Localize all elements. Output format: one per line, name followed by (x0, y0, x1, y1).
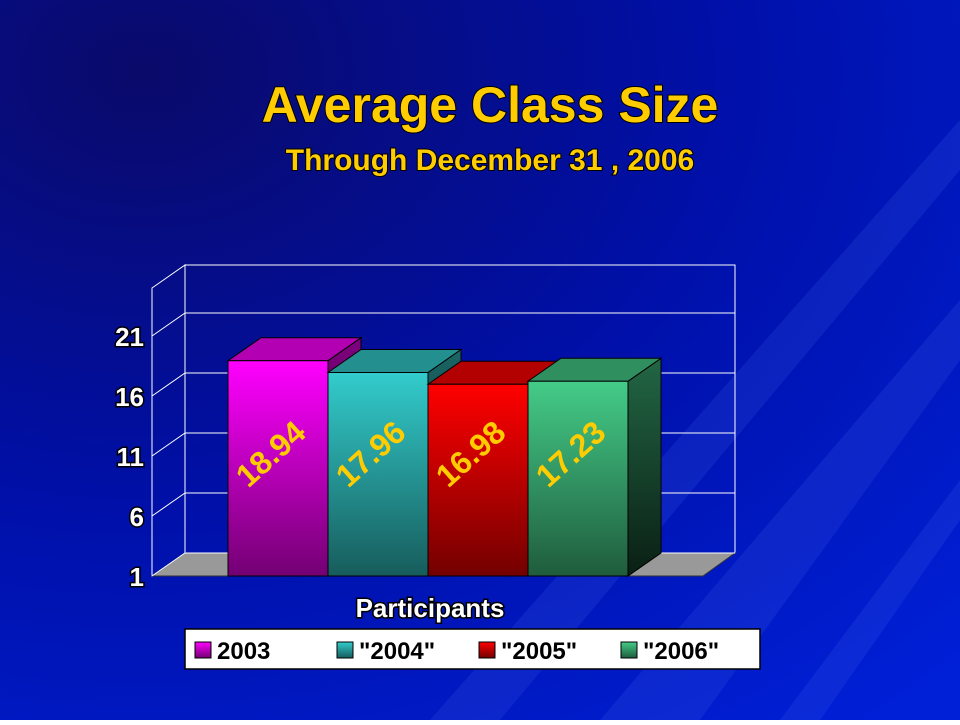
legend-label: 2003 (217, 638, 270, 665)
legend-box (184, 628, 761, 670)
y-tick-label: 1 (130, 562, 144, 592)
legend-label: "2005" (501, 638, 577, 665)
legend-label: "2004" (359, 638, 435, 665)
y-tick-label: 11 (117, 442, 145, 472)
legend-label: "2006" (643, 638, 719, 665)
bar (427, 383, 529, 577)
chart-title: Average Class Size (262, 77, 719, 133)
y-tick-label: 21 (115, 322, 144, 352)
grid-line (151, 312, 735, 337)
bar (327, 371, 429, 577)
legend-swatch (336, 641, 354, 659)
y-tick-label: 16 (115, 382, 144, 412)
legend-swatch (478, 641, 496, 659)
legend-swatch (620, 641, 638, 659)
legend-swatch (194, 641, 212, 659)
bar (527, 380, 629, 577)
chart-subtitle: Through December 31 , 2006 (286, 144, 695, 177)
bar-side (627, 357, 662, 577)
x-axis-label: Participants (356, 593, 505, 623)
y-tick-label: 6 (130, 502, 144, 532)
